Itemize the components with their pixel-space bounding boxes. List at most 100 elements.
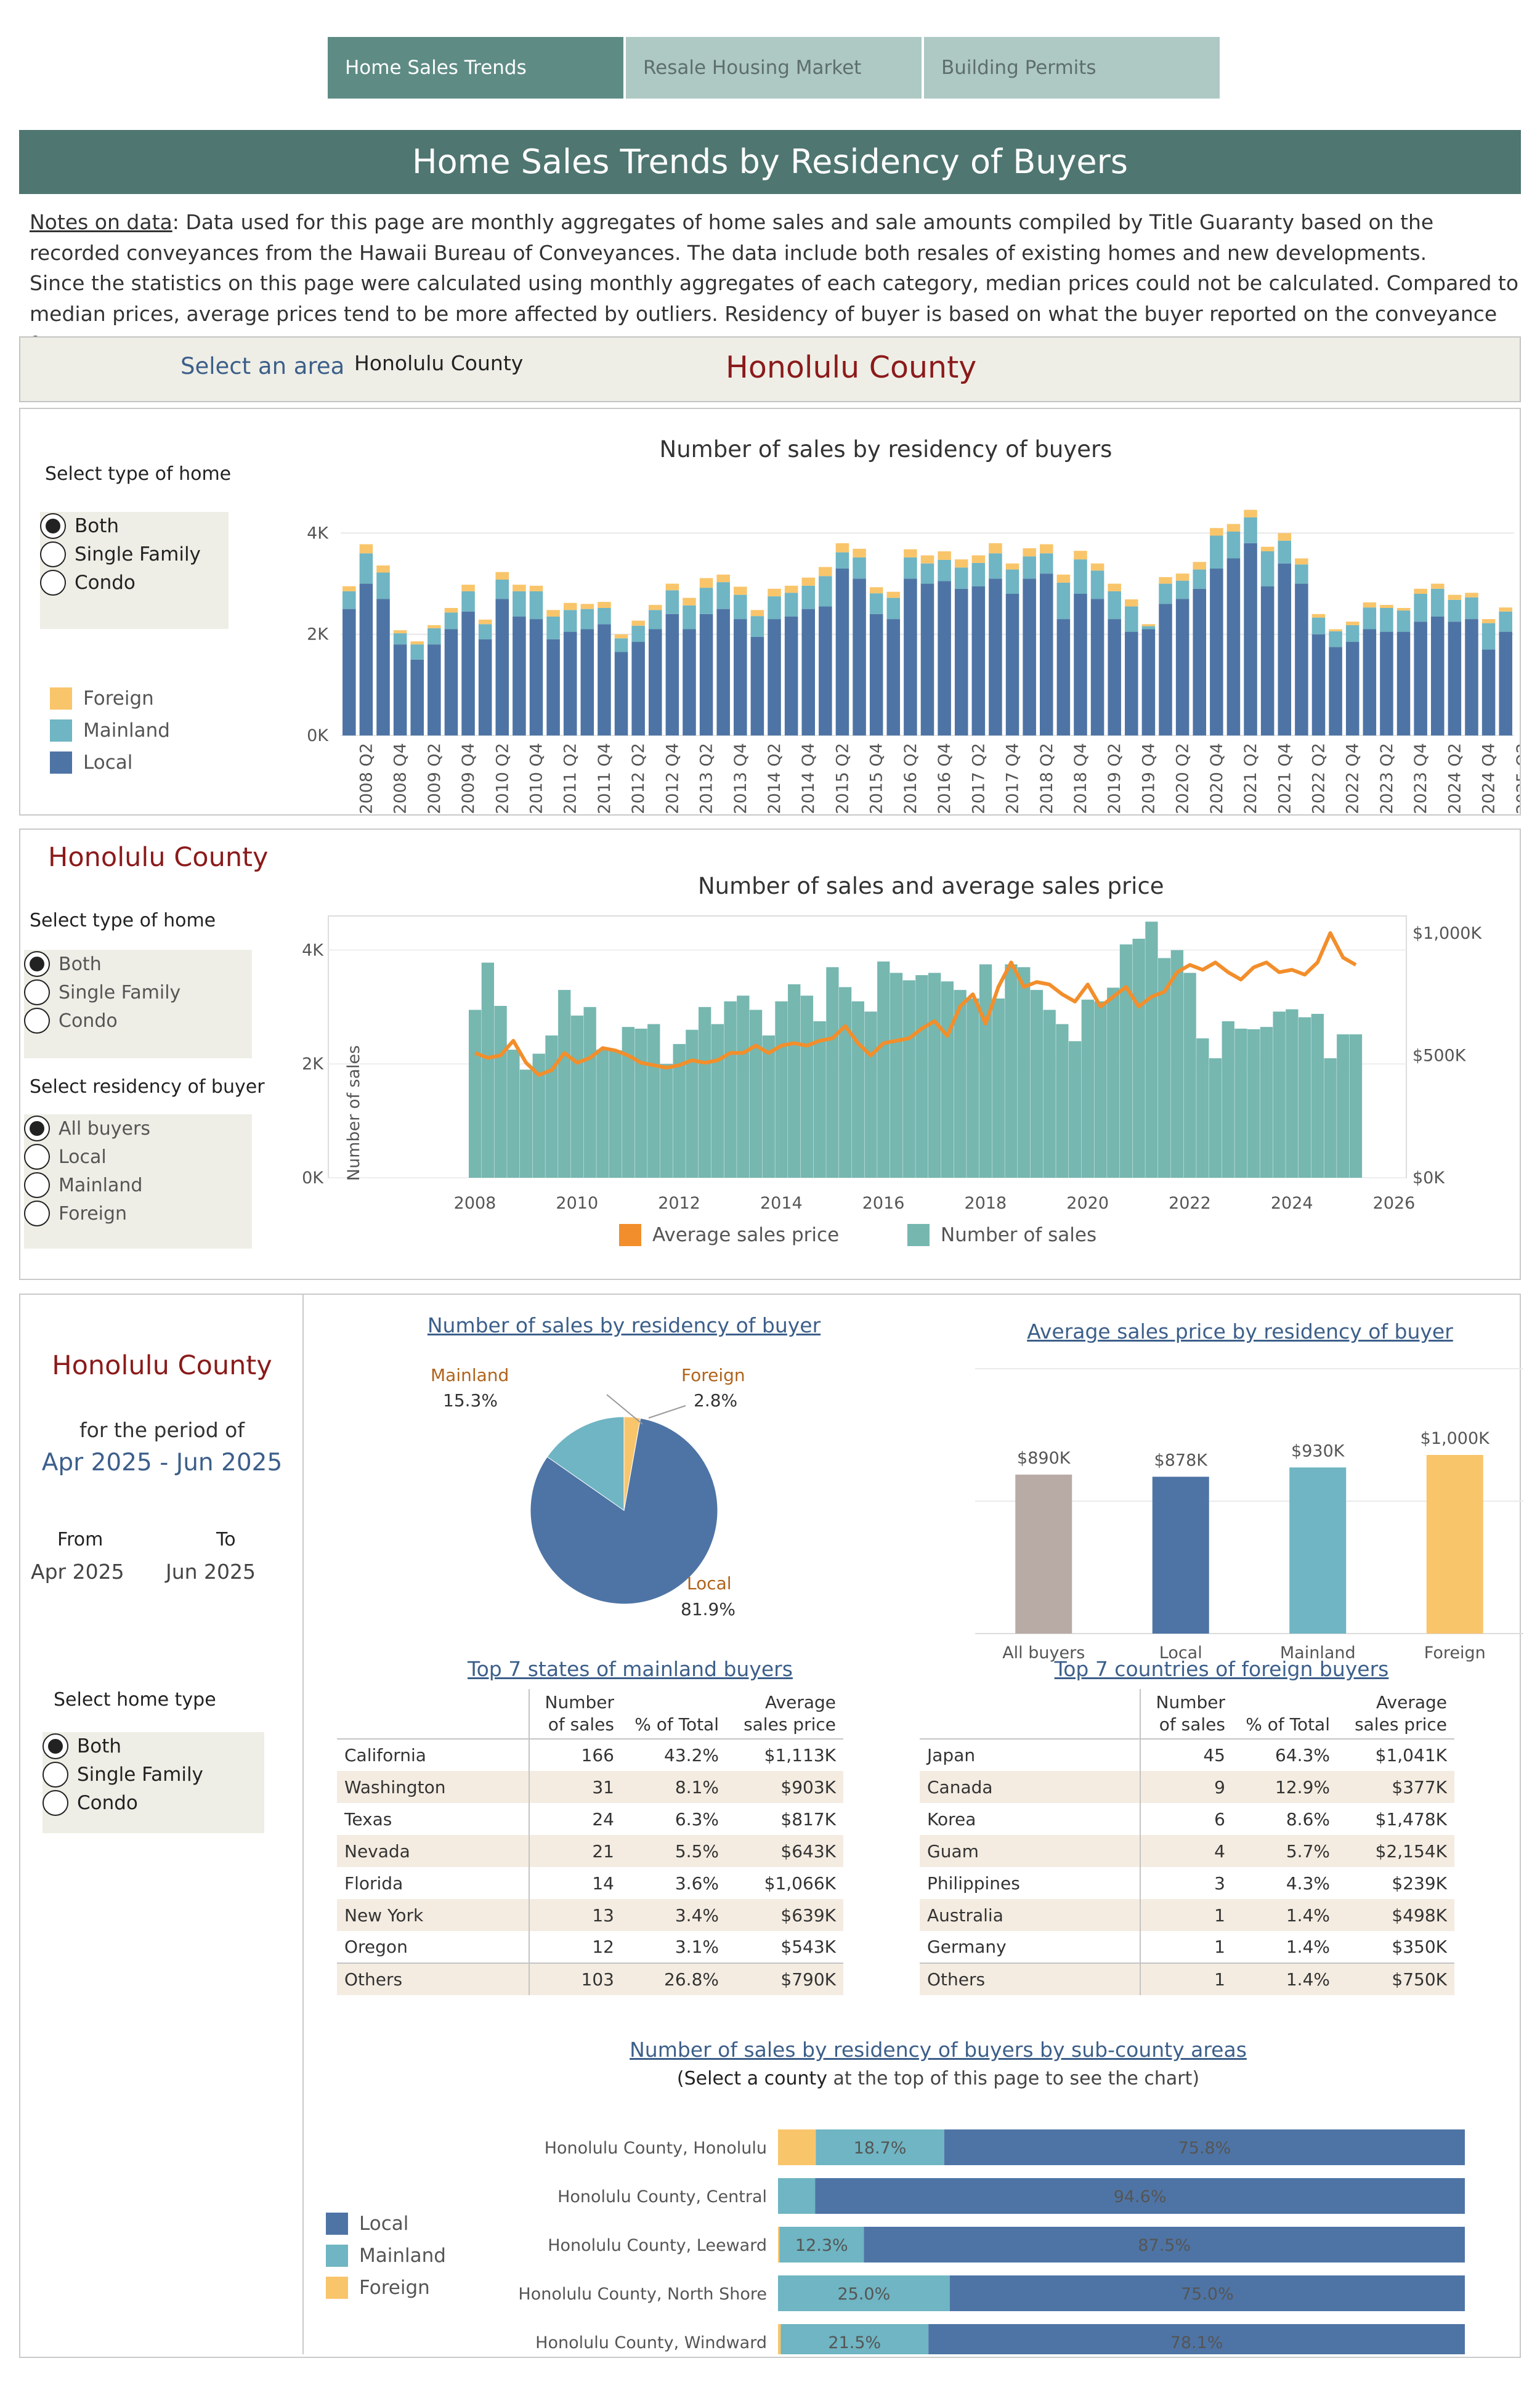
bar-segment-local [815, 2178, 1465, 2214]
radio-both[interactable]: Both [40, 512, 119, 540]
legend-mainland: Mainland [50, 719, 170, 742]
column-header: Average sales price [1337, 1689, 1454, 1740]
bar-segment-local [342, 609, 356, 735]
states-table-title[interactable]: Top 7 states of mainland buyers [468, 1657, 793, 1681]
bar-segment-foreign [1175, 573, 1189, 581]
bar-segment-mainland [1159, 583, 1172, 604]
radio-both[interactable]: Both [24, 950, 102, 978]
legend-local: Local [50, 751, 132, 774]
chart-avg-price-by-residency: $890K All buyers $878K Local $930K Mainland $1… [975, 1368, 1523, 1663]
subcounty-title[interactable]: Number of sales by residency of buyers b… [630, 2038, 1247, 2062]
radio-condo[interactable]: Condo [24, 1007, 118, 1035]
radio-all-buyers[interactable]: All buyers [24, 1114, 150, 1143]
pie-local-pct: 81.9% [681, 1599, 736, 1619]
bar-segment-foreign [461, 585, 475, 591]
avg-price-title[interactable]: Average sales price by residency of buye… [1027, 1319, 1453, 1343]
table-cell: 24 [592, 1809, 614, 1829]
x-tick-label: 2024 Q2 [1445, 743, 1464, 814]
bar-number-of-sales [622, 1027, 634, 1178]
swatch-icon [619, 1224, 641, 1246]
to-value[interactable]: Jun 2025 [166, 1560, 256, 1584]
residency-label: Select residency of buyer [30, 1076, 265, 1098]
bar-segment-foreign [393, 630, 407, 634]
bar-segment-mainland [869, 593, 883, 614]
area-dropdown[interactable]: Honolulu County [354, 351, 524, 375]
bar-segment-mainland [393, 633, 407, 645]
panel-period-summary: Honolulu County for the period of Apr 20… [19, 1294, 1523, 2358]
y-tick-label: 0K [307, 726, 329, 745]
bar-segment-foreign [1074, 551, 1087, 560]
bar-segment-local [1295, 583, 1308, 735]
tab-home-sales-trends[interactable]: Home Sales Trends [328, 37, 623, 99]
table-header-row: Number of sales% of Total Average sales p… [337, 1689, 843, 1740]
bar-segment-local [631, 642, 645, 735]
bar-number-of-sales [1273, 1011, 1286, 1178]
bar-segment-mainland [699, 588, 713, 614]
area-heading: Honolulu County [726, 350, 977, 385]
subtitle-rest: at the top of this page to see the chart… [827, 2068, 1200, 2089]
bar-segment-mainland [580, 609, 594, 630]
table-cell: $2,154K [1337, 1835, 1454, 1867]
x-tick-label: 2014 Q4 [799, 743, 818, 814]
bar-segment-foreign [529, 585, 543, 591]
bar-segment-mainland [816, 2129, 944, 2165]
bar-segment-foreign [1023, 548, 1036, 557]
table-cell: 12 [592, 1937, 614, 1957]
bar-segment-mainland [780, 2324, 929, 2354]
table-row: Korea 6 8.6% $1,478K [920, 1803, 1454, 1835]
bar-number-of-sales [941, 981, 954, 1178]
bar-segment-foreign [1430, 583, 1445, 589]
radio-condo[interactable]: Condo [40, 569, 136, 597]
bar-number-of-sales [851, 1001, 864, 1178]
radio-mainland[interactable]: Mainland [24, 1171, 142, 1199]
legend-average-price: Average sales price [619, 1224, 839, 1246]
from-value[interactable]: Apr 2025 [31, 1560, 124, 1584]
bar-segment-local [886, 619, 901, 735]
radio-condo[interactable]: Condo [43, 1789, 138, 1817]
radio-single-family[interactable]: Single Family [40, 540, 201, 569]
notes-link[interactable]: Notes on data [30, 210, 172, 234]
radio-single-family[interactable]: Single Family [24, 978, 180, 1007]
radio-single-family[interactable]: Single Family [43, 1760, 203, 1789]
bar-segment-local [938, 581, 951, 735]
bar-segment-local [1260, 586, 1275, 735]
tab-building-permits[interactable]: Building Permits [924, 37, 1220, 99]
radio-label: Both [59, 953, 102, 975]
legend-local: Local [326, 2213, 408, 2235]
table-row: Washington 31 8.1% $903K [337, 1771, 843, 1803]
bar-segment-foreign [546, 610, 560, 617]
bar-segment-local [971, 586, 986, 735]
bar-value-label: 75.0% [1181, 2285, 1234, 2304]
bar-segment-local [1244, 543, 1257, 735]
table-cell: 45 [1203, 1745, 1225, 1765]
bar-segment-foreign [734, 586, 747, 595]
bar-segment-mainland [1090, 570, 1104, 599]
table-cell: 64.3% [1275, 1745, 1330, 1765]
x-tick-label: 2025 Q2 [1514, 743, 1520, 814]
bar-value-label: $890K [1017, 1449, 1071, 1468]
bar-segment-mainland [779, 2227, 864, 2262]
bar-segment-foreign [1193, 562, 1207, 570]
radio-label: Foreign [59, 1202, 128, 1225]
x-tick-label: 2023 Q4 [1411, 743, 1430, 814]
bar-segment-local [1141, 629, 1156, 735]
bar-segment-local [1023, 578, 1036, 735]
legend-label: Foreign [359, 2277, 430, 2299]
bar-segment-mainland [920, 563, 934, 584]
pie-title[interactable]: Number of sales by residency of buyer [427, 1313, 821, 1337]
countries-table-title[interactable]: Top 7 countries of foreign buyers [1054, 1657, 1389, 1681]
table-cell: California [337, 1739, 530, 1771]
bar-segment-foreign [631, 620, 645, 626]
bar-number-of-sales [1018, 967, 1031, 1178]
radio-both[interactable]: Both [43, 1732, 121, 1760]
notes-on-data: Notes on data: Data used for this page a… [30, 207, 1520, 360]
tab-resale-housing-market[interactable]: Resale Housing Market [626, 37, 922, 99]
radio-foreign[interactable]: Foreign [24, 1199, 127, 1228]
bar-segment-local [1108, 619, 1121, 735]
bar-number-of-sales [1107, 987, 1120, 1178]
bar-segment-foreign [359, 544, 373, 554]
bar-number-of-sales [1145, 922, 1158, 1178]
bar-segment-mainland [342, 591, 356, 609]
category-label: Local [1159, 1643, 1202, 1663]
radio-local[interactable]: Local [24, 1143, 107, 1171]
